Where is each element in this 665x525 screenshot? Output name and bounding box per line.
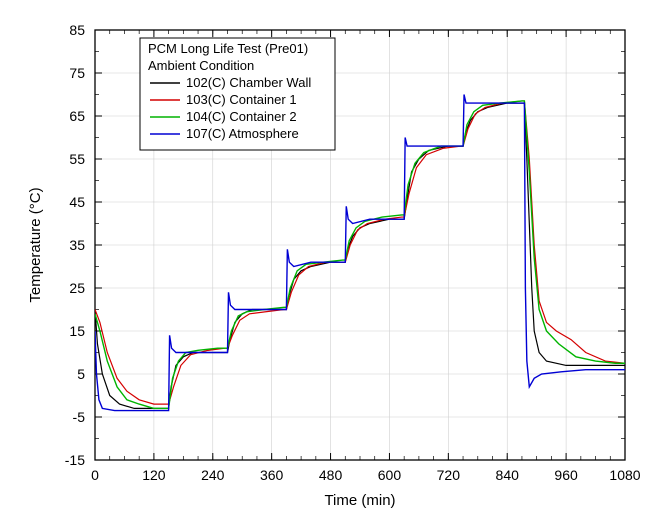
y-tick-label: 45 [69, 194, 85, 210]
x-tick-label: 600 [378, 467, 402, 483]
y-tick-label: 75 [69, 65, 85, 81]
line-chart: 0 120 240 360 480 600 720 840 960 1080 -15 -5 5 15 25 3… [0, 0, 665, 525]
y-tick-label: 85 [69, 22, 85, 38]
x-axis-label: Time (min) [324, 492, 395, 509]
y-tick-label: 65 [69, 108, 85, 124]
legend-item-label: 107(C) Atmosphere [186, 126, 299, 141]
legend-item-label: 103(C) Container 1 [186, 92, 297, 107]
x-tick-label: 960 [554, 467, 578, 483]
y-tick-label: 5 [77, 366, 85, 382]
y-tick-label: 55 [69, 151, 85, 167]
legend-item-label: 104(C) Container 2 [186, 109, 297, 124]
x-tick-label: 0 [91, 467, 99, 483]
y-tick-label: 35 [69, 237, 85, 253]
legend-item-label: 102(C) Chamber Wall [186, 75, 311, 90]
x-tick-label: 360 [260, 467, 284, 483]
legend-title: PCM Long Life Test (Pre01) [148, 41, 308, 56]
y-tick-label: 15 [69, 323, 85, 339]
x-tick-label: 1080 [609, 467, 640, 483]
chart-container: 0 120 240 360 480 600 720 840 960 1080 -15 -5 5 15 25 3… [0, 0, 665, 525]
x-tick-label: 720 [437, 467, 461, 483]
x-tick-label: 840 [496, 467, 520, 483]
y-tick-label: -5 [73, 409, 86, 425]
y-tick-label: 25 [69, 280, 85, 296]
y-axis-label: Temperature (°C) [27, 187, 44, 302]
x-tick-label: 240 [201, 467, 225, 483]
y-tick-label: -15 [65, 452, 85, 468]
x-tick-label: 120 [142, 467, 166, 483]
x-tick-label: 480 [319, 467, 343, 483]
legend-subtitle: Ambient Condition [148, 58, 254, 73]
